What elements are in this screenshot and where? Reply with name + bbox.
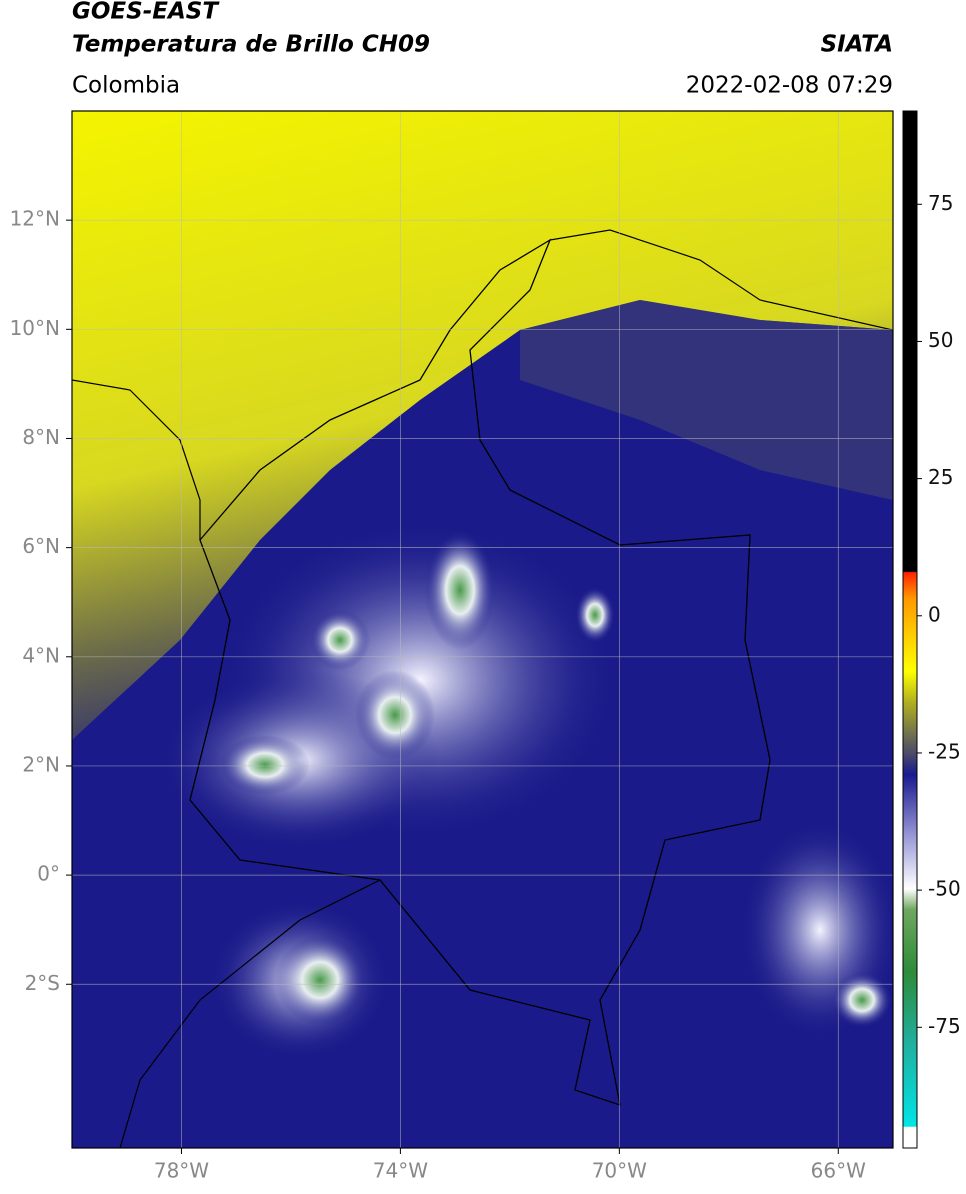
lat-tick-label: 8°N	[22, 425, 60, 449]
warm-region	[72, 111, 893, 740]
cloud-core	[220, 735, 310, 795]
lat-tick-label: 2°S	[25, 971, 60, 995]
cloud-core	[425, 530, 495, 650]
lon-tick-label: 66°W	[811, 1159, 866, 1183]
lat-tick-label: 10°N	[10, 316, 60, 340]
country-border	[189, 238, 771, 1106]
lon-tick-label: 78°W	[154, 1159, 209, 1183]
cloud-core	[832, 972, 892, 1028]
colorbar-tick-label: 75	[928, 191, 953, 215]
lat-tick-label: 2°N	[22, 752, 60, 776]
colorbar-tick-label: -25	[928, 739, 961, 763]
datetime: 2022-02-08 07:29	[686, 73, 893, 99]
cloud-core	[275, 935, 365, 1025]
colorbar	[902, 110, 918, 1149]
cloud-core	[575, 587, 615, 643]
lat-tick-label: 0°	[37, 862, 60, 886]
colorbar-tick-label: 25	[928, 465, 953, 489]
region: Colombia	[72, 73, 180, 99]
colorbar-tick-label: -50	[928, 877, 961, 901]
graticule	[72, 111, 893, 1148]
title: GOES-EAST	[72, 0, 220, 25]
colorbar-tick-label: -75	[928, 1014, 961, 1038]
cloud-core	[310, 610, 370, 670]
coastline	[72, 229, 893, 1148]
mid-band	[520, 300, 893, 500]
colorbar-tick-label: 0	[928, 602, 941, 626]
lat-tick-label: 6°N	[22, 534, 60, 558]
lon-tick-label: 74°W	[373, 1159, 428, 1183]
colorbar-tick-label: 50	[928, 328, 953, 352]
source: SIATA	[821, 32, 893, 58]
lon-tick-label: 70°W	[592, 1159, 647, 1183]
lat-tick-label: 12°N	[10, 207, 60, 231]
map-frame	[71, 110, 894, 1149]
imagery	[72, 111, 893, 1148]
cloud-core	[355, 670, 435, 760]
lat-tick-label: 4°N	[22, 643, 60, 667]
subtitle: Temperatura de Brillo CH09	[72, 32, 430, 58]
